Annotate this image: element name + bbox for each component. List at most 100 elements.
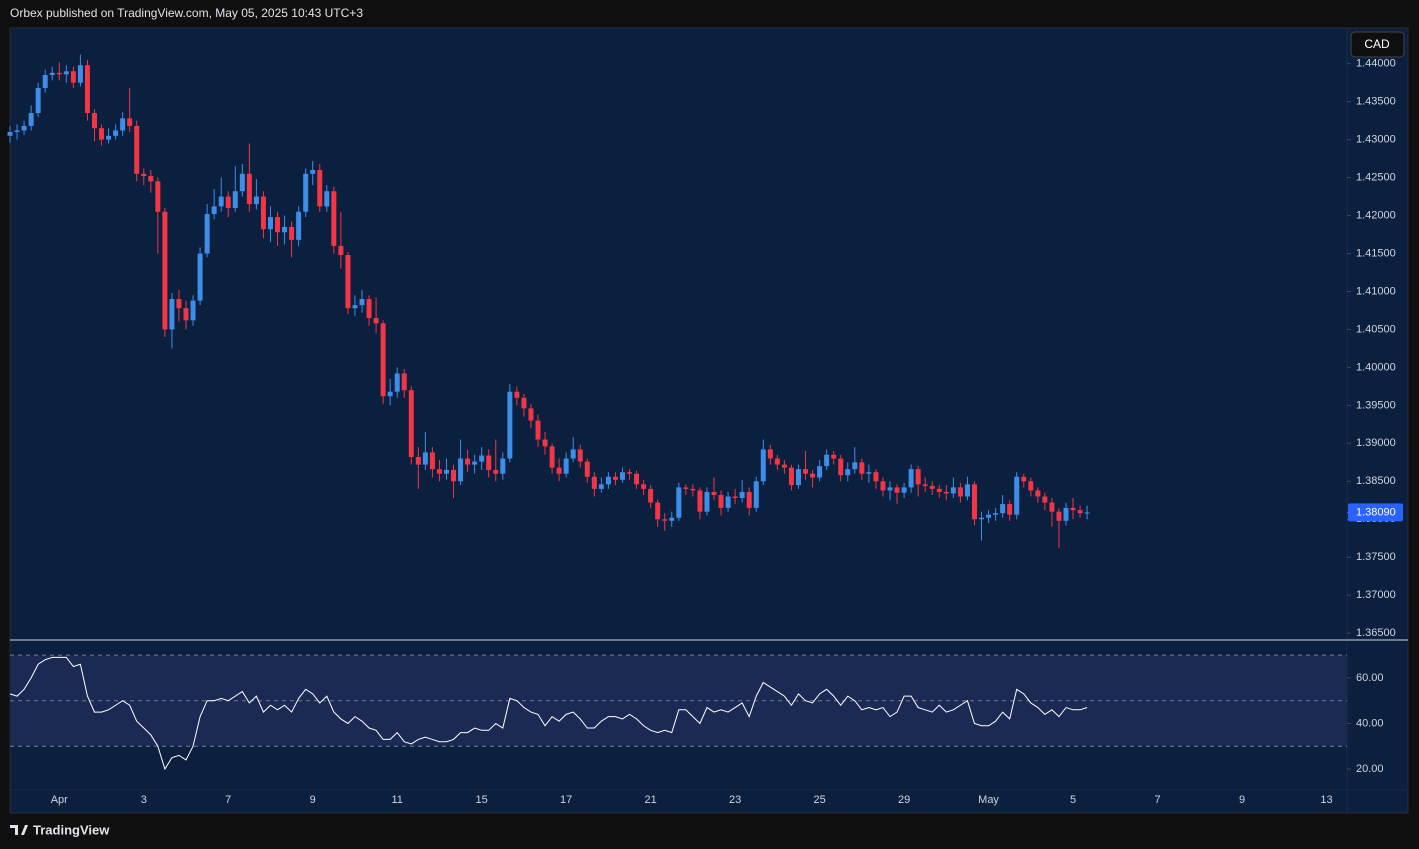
candle-body: [528, 408, 534, 421]
y-tick-label: 1.41500: [1356, 247, 1396, 259]
currency-label[interactable]: CAD: [1364, 37, 1390, 51]
candle-body: [634, 473, 640, 485]
candle-body: [345, 255, 351, 309]
candle-body: [1063, 507, 1069, 521]
candle-body: [507, 391, 513, 459]
candle-body: [451, 469, 457, 482]
candle-body: [162, 211, 168, 330]
candle-body: [627, 472, 633, 474]
candle-body: [936, 488, 942, 492]
candle-body: [106, 135, 112, 140]
candle-body: [148, 176, 154, 182]
candle-body: [894, 487, 900, 493]
candle-body: [1056, 511, 1062, 521]
x-tick-label: 9: [1239, 794, 1245, 806]
candle-body: [619, 472, 625, 480]
candle-body: [415, 457, 421, 465]
candle-body: [35, 87, 41, 114]
candle-body: [979, 517, 985, 520]
candle-body: [732, 496, 738, 499]
candle-body: [120, 118, 126, 131]
candle-body: [380, 323, 386, 397]
candle-body: [943, 491, 949, 494]
candle-body: [77, 65, 83, 83]
candle-body: [303, 173, 309, 212]
x-tick-label: 11: [391, 794, 402, 806]
candle-body: [338, 245, 344, 256]
y-tick-label: 1.44000: [1356, 58, 1396, 70]
candle-body: [91, 113, 97, 129]
y-tick-label: 40.00: [1356, 717, 1384, 729]
candle-body: [331, 191, 337, 246]
candle-body: [296, 211, 302, 240]
candle-body: [683, 487, 689, 489]
candle-body: [767, 449, 773, 459]
candle-body: [422, 452, 428, 465]
logo[interactable]: TradingView: [10, 822, 110, 837]
candle-body: [697, 490, 703, 512]
candle-body: [584, 461, 590, 477]
candle-body: [387, 391, 393, 397]
candle-body: [852, 462, 858, 470]
candle-body: [204, 214, 210, 254]
candle-body: [774, 458, 780, 465]
candle-body: [232, 191, 238, 208]
candle-body: [155, 181, 161, 212]
candle-body: [246, 173, 252, 205]
y-tick-label: 1.40000: [1356, 361, 1396, 373]
candle-body: [429, 452, 435, 470]
candle-body: [1084, 512, 1090, 514]
candle-body: [845, 469, 851, 476]
header-text: Orbex published on TradingView.com, May …: [10, 6, 363, 20]
candle-body: [14, 130, 20, 133]
candle-body: [56, 72, 62, 75]
candle-body: [803, 469, 809, 474]
candle-body: [662, 519, 668, 521]
candle-body: [1077, 510, 1083, 514]
candle-body: [880, 481, 886, 491]
currency-badge[interactable]: [1350, 31, 1405, 58]
candle-body: [324, 191, 330, 207]
candle-body: [1014, 476, 1020, 515]
candle-body: [436, 469, 442, 474]
x-tick-label: 3: [141, 794, 147, 806]
candle-body: [472, 461, 478, 465]
x-tick-label: 25: [813, 794, 825, 806]
candle-body: [197, 253, 203, 301]
candle-body: [859, 462, 865, 474]
y-tick-label: 1.36500: [1356, 627, 1396, 639]
candle-body: [746, 491, 752, 508]
candle-body: [598, 484, 604, 489]
y-tick-label: 1.37000: [1356, 589, 1396, 601]
y-tick-label: 1.39000: [1356, 437, 1396, 449]
candle-body: [514, 391, 520, 398]
candle-body: [310, 169, 316, 174]
candle-body: [971, 484, 977, 520]
candle-body: [493, 469, 499, 474]
x-tick-label: May: [978, 794, 999, 806]
candle-body: [1007, 504, 1013, 515]
x-tick-label: 5: [1070, 794, 1076, 806]
candle-body: [1000, 504, 1006, 514]
candle-body: [239, 173, 245, 192]
candle-body: [824, 454, 830, 467]
candle-body: [443, 469, 449, 474]
candle-body: [486, 455, 492, 470]
last-price-label: 1.38090: [1356, 506, 1396, 518]
candle-body: [922, 484, 928, 486]
candle-body: [84, 65, 90, 114]
x-tick-label: 15: [476, 794, 488, 806]
candle-body: [63, 71, 69, 75]
candle-body: [1035, 490, 1041, 497]
candle-body: [183, 308, 189, 321]
candle-body: [612, 476, 618, 480]
candle-body: [577, 449, 583, 462]
candle-body: [275, 217, 281, 233]
candle-body: [711, 491, 717, 495]
candle-body: [788, 467, 794, 486]
candle-body: [267, 217, 273, 230]
candle-body: [42, 75, 48, 88]
candle-body: [70, 71, 76, 83]
candle-body: [1070, 507, 1076, 511]
last-price-badge: [1348, 503, 1403, 522]
